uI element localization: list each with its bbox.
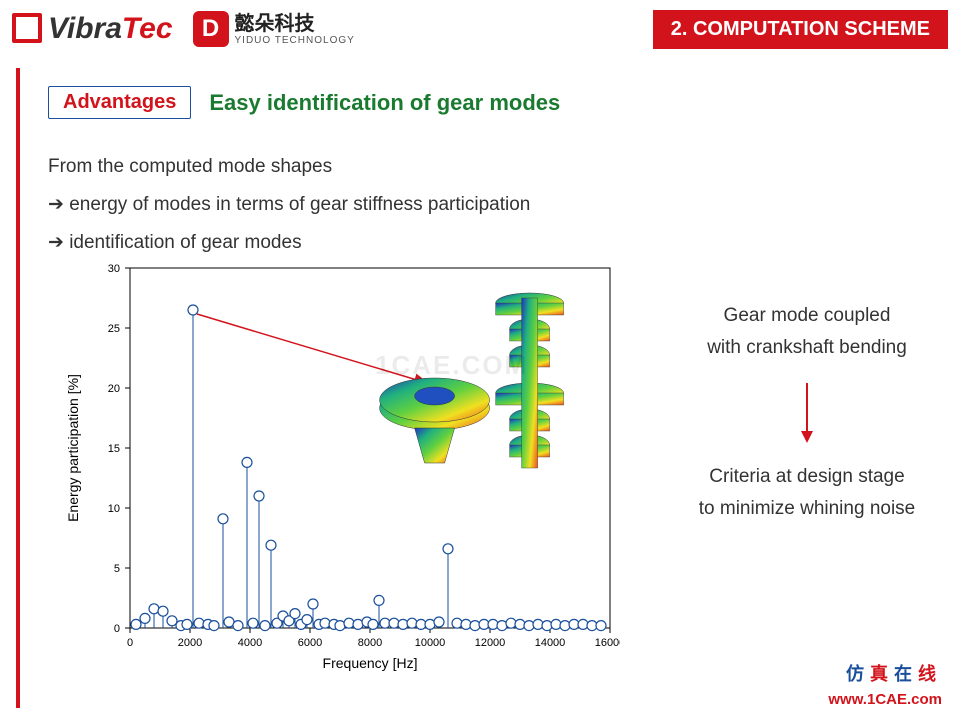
logo-yiduo: D 懿朵科技 YIDUO TECHNOLOGY xyxy=(193,11,355,47)
svg-text:30: 30 xyxy=(108,263,120,275)
svg-text:Energy participation [%]: Energy participation [%] xyxy=(65,374,81,522)
body-line-3: identification of gear modes xyxy=(48,224,530,262)
yiduo-mark-icon: D xyxy=(193,11,229,47)
vibratec-mark-icon xyxy=(12,13,42,43)
down-arrow-line xyxy=(806,383,808,431)
svg-text:4000: 4000 xyxy=(238,637,262,649)
advantages-box: Advantages xyxy=(48,86,191,119)
header: VibraTec D 懿朵科技 YIDUO TECHNOLOGY 2. COMP… xyxy=(0,0,960,58)
svg-text:16000: 16000 xyxy=(595,637,620,649)
advantages-row: Advantages Easy identification of gear m… xyxy=(48,86,560,119)
svg-text:10000: 10000 xyxy=(415,637,446,649)
svg-text:25: 25 xyxy=(108,323,120,335)
svg-text:14000: 14000 xyxy=(535,637,566,649)
svg-text:Frequency [Hz]: Frequency [Hz] xyxy=(323,655,418,671)
svg-text:12000: 12000 xyxy=(475,637,506,649)
footer-cn-1: 仿 xyxy=(846,664,870,684)
body-line-2: energy of modes in terms of gear stiffne… xyxy=(48,186,530,224)
yiduo-en: YIDUO TECHNOLOGY xyxy=(235,35,355,46)
yiduo-cn: 懿朵科技 xyxy=(235,13,355,35)
footer-cn: 仿真在线 xyxy=(846,660,942,686)
svg-text:10: 10 xyxy=(108,503,120,515)
section-banner: 2. COMPUTATION SCHEME xyxy=(653,10,948,49)
footer-cn-3: 在 xyxy=(894,664,918,684)
body-line-1: From the computed mode shapes xyxy=(48,148,530,186)
footer-cn-2: 真 xyxy=(870,664,894,684)
footer-cn-4: 线 xyxy=(918,664,942,684)
svg-text:5: 5 xyxy=(114,563,120,575)
down-arrow-icon xyxy=(801,431,813,443)
right-text-2b: to minimize whining noise xyxy=(662,493,952,525)
right-text-1a: Gear mode coupled xyxy=(662,300,952,332)
advantages-subtitle: Easy identification of gear modes xyxy=(209,90,560,116)
svg-text:0: 0 xyxy=(127,637,133,649)
body-text: From the computed mode shapes energy of … xyxy=(48,148,530,262)
yiduo-text: 懿朵科技 YIDUO TECHNOLOGY xyxy=(235,13,355,46)
footer-url: www.1CAE.com xyxy=(828,691,942,708)
chart-svg: 0 2000 4000 6000 8000 10000 12000 14000 16000 0 5 1… xyxy=(60,258,620,678)
svg-text:0: 0 xyxy=(114,623,120,635)
svg-text:15: 15 xyxy=(108,443,120,455)
right-annotation: Gear mode coupled with crankshaft bendin… xyxy=(662,300,952,525)
svg-text:8000: 8000 xyxy=(358,637,382,649)
right-text-1b: with crankshaft bending xyxy=(662,332,952,364)
logo-vibratec-b: Tec xyxy=(122,12,173,45)
watermark: 1CAE.COM xyxy=(375,350,528,381)
logos: VibraTec D 懿朵科技 YIDUO TECHNOLOGY xyxy=(12,11,355,47)
logo-vibratec: VibraTec xyxy=(12,12,173,46)
svg-text:20: 20 xyxy=(108,383,120,395)
logo-vibratec-a: Vibra xyxy=(48,12,122,45)
left-accent-bar xyxy=(16,68,20,708)
svg-text:6000: 6000 xyxy=(298,637,322,649)
energy-participation-chart: 0 2000 4000 6000 8000 10000 12000 14000 16000 0 5 1… xyxy=(60,258,620,678)
right-text-2a: Criteria at design stage xyxy=(662,461,952,493)
svg-text:2000: 2000 xyxy=(178,637,202,649)
